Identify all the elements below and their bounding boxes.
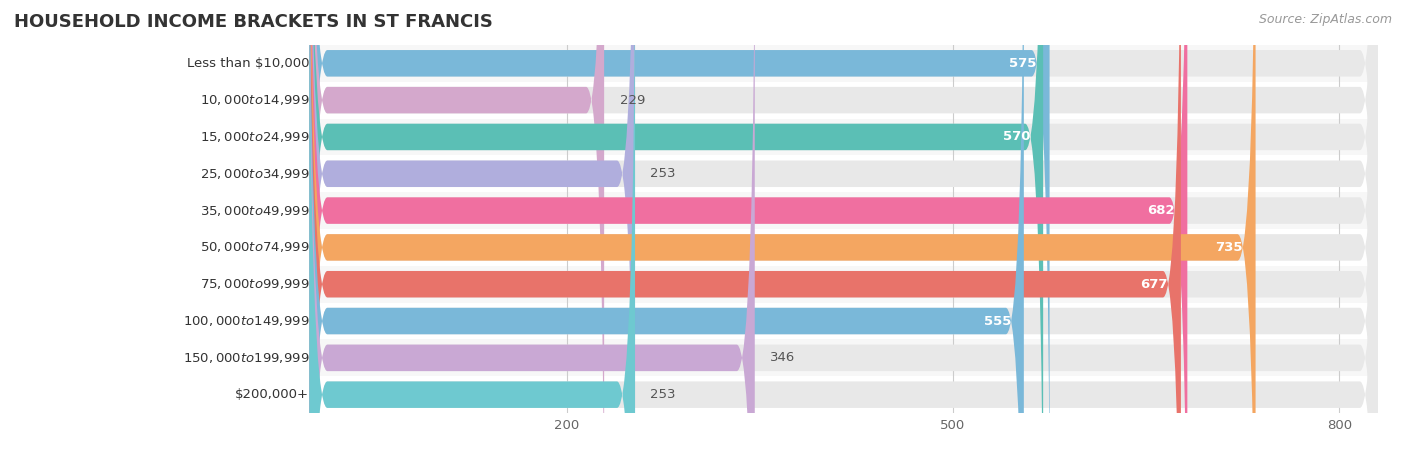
FancyBboxPatch shape [309,0,1378,449]
Bar [309,45,1378,82]
Bar [309,192,1378,229]
FancyBboxPatch shape [309,0,636,449]
Text: 253: 253 [651,388,676,401]
FancyBboxPatch shape [309,0,1181,449]
Text: 575: 575 [1010,57,1036,70]
Bar [309,303,1378,339]
Bar [309,229,1378,266]
Text: HOUSEHOLD INCOME BRACKETS IN ST FRANCIS: HOUSEHOLD INCOME BRACKETS IN ST FRANCIS [14,13,494,31]
Text: 735: 735 [1215,241,1243,254]
FancyBboxPatch shape [309,0,1378,449]
FancyBboxPatch shape [309,0,1378,449]
Text: $150,000 to $199,999: $150,000 to $199,999 [183,351,309,365]
Text: $25,000 to $34,999: $25,000 to $34,999 [200,167,309,181]
Text: 229: 229 [620,94,645,106]
FancyBboxPatch shape [309,0,1024,449]
FancyBboxPatch shape [309,0,1043,449]
Bar [309,266,1378,303]
FancyBboxPatch shape [309,0,1378,449]
FancyBboxPatch shape [309,0,1378,449]
Text: $35,000 to $49,999: $35,000 to $49,999 [200,203,309,218]
FancyBboxPatch shape [309,0,636,449]
FancyBboxPatch shape [309,0,755,449]
Text: 253: 253 [651,167,676,180]
Text: $10,000 to $14,999: $10,000 to $14,999 [200,93,309,107]
FancyBboxPatch shape [309,0,1378,449]
Text: 555: 555 [984,315,1011,327]
Text: Less than $10,000: Less than $10,000 [187,57,309,70]
FancyBboxPatch shape [309,0,1378,449]
Bar [309,155,1378,192]
Text: $75,000 to $99,999: $75,000 to $99,999 [200,277,309,291]
Text: $100,000 to $149,999: $100,000 to $149,999 [183,314,309,328]
Bar [309,82,1378,119]
Bar [309,376,1378,413]
Text: $200,000+: $200,000+ [235,388,309,401]
FancyBboxPatch shape [309,0,1050,449]
FancyBboxPatch shape [309,0,1187,449]
Text: $50,000 to $74,999: $50,000 to $74,999 [200,240,309,255]
Text: 570: 570 [1002,131,1031,143]
Bar [309,339,1378,376]
Bar [309,119,1378,155]
FancyBboxPatch shape [309,0,1378,449]
Text: 346: 346 [770,352,796,364]
Text: 677: 677 [1140,278,1168,291]
FancyBboxPatch shape [309,0,1378,449]
Text: 682: 682 [1147,204,1174,217]
FancyBboxPatch shape [309,0,605,449]
FancyBboxPatch shape [309,0,1256,449]
Text: Source: ZipAtlas.com: Source: ZipAtlas.com [1258,13,1392,26]
Text: $15,000 to $24,999: $15,000 to $24,999 [200,130,309,144]
FancyBboxPatch shape [309,0,1378,449]
